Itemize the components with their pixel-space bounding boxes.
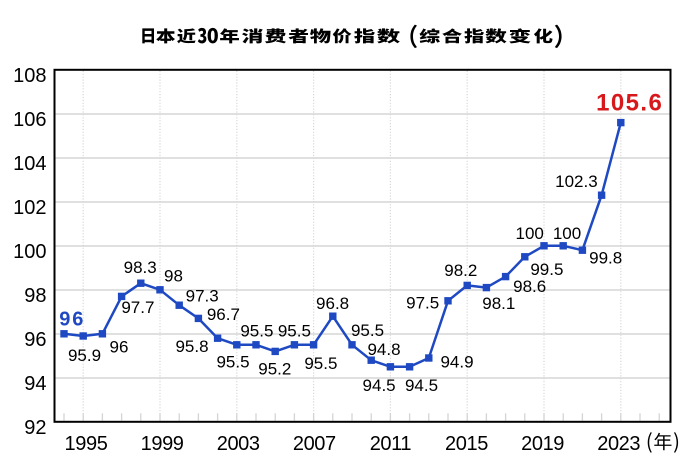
svg-text:106: 106 (13, 109, 46, 131)
svg-text:99.5: 99.5 (530, 260, 563, 279)
svg-text:96: 96 (24, 329, 46, 351)
svg-text:98: 98 (164, 267, 183, 286)
svg-text:1999: 1999 (141, 433, 184, 455)
svg-text:97.5: 97.5 (406, 293, 439, 312)
svg-text:100: 100 (553, 224, 581, 243)
svg-text:96.7: 96.7 (207, 305, 240, 324)
svg-text:94: 94 (24, 373, 46, 395)
svg-text:95.8: 95.8 (175, 337, 208, 356)
svg-text:92: 92 (24, 417, 46, 439)
svg-text:95.5: 95.5 (304, 354, 337, 373)
svg-text:94.5: 94.5 (363, 376, 396, 395)
svg-text:2019: 2019 (521, 433, 564, 455)
svg-text:95.2: 95.2 (258, 360, 291, 379)
svg-text:2023: 2023 (597, 433, 640, 455)
svg-text:98.3: 98.3 (124, 258, 157, 277)
svg-text:98.2: 98.2 (444, 261, 477, 280)
svg-text:94.9: 94.9 (440, 353, 473, 372)
svg-text:100: 100 (13, 241, 46, 263)
svg-text:108: 108 (13, 65, 46, 87)
svg-text:96.8: 96.8 (316, 294, 349, 313)
svg-text:102.3: 102.3 (555, 172, 598, 191)
svg-text:94.8: 94.8 (367, 340, 400, 359)
svg-text:95.5: 95.5 (351, 321, 384, 340)
svg-text:1995: 1995 (65, 433, 108, 455)
svg-text:96: 96 (110, 338, 129, 357)
svg-text:95.5: 95.5 (216, 353, 249, 372)
svg-text:98: 98 (24, 285, 46, 307)
svg-text:104: 104 (13, 153, 46, 175)
svg-text:100: 100 (516, 224, 544, 243)
svg-text:2007: 2007 (293, 433, 336, 455)
svg-text:95.5: 95.5 (278, 322, 311, 341)
svg-text:98.6: 98.6 (513, 277, 546, 296)
svg-text:94.5: 94.5 (405, 376, 438, 395)
svg-text:2003: 2003 (217, 433, 260, 455)
svg-text:96: 96 (59, 308, 85, 330)
svg-text:99.8: 99.8 (589, 248, 622, 267)
svg-text:95.9: 95.9 (68, 346, 101, 365)
svg-text:98.1: 98.1 (482, 294, 515, 313)
svg-text:102: 102 (13, 197, 46, 219)
svg-text:97.7: 97.7 (121, 298, 154, 317)
svg-text:2011: 2011 (370, 433, 412, 455)
svg-text:105.6: 105.6 (596, 90, 663, 117)
svg-text:97.3: 97.3 (186, 287, 219, 306)
svg-text:95.5: 95.5 (240, 322, 273, 341)
svg-text:2015: 2015 (445, 433, 488, 455)
